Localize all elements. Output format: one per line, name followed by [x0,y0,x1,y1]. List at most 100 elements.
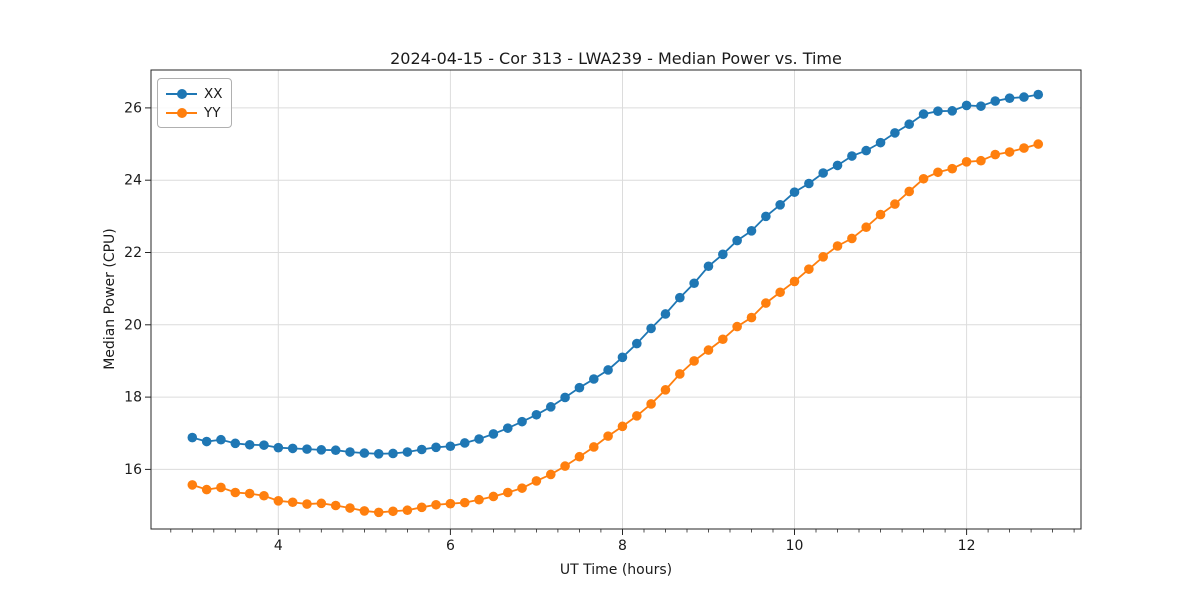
y-tick-label: 22 [124,245,142,261]
series-line-xx [192,93,1039,455]
legend-marker-yy-icon [166,107,197,118]
data-point-xx [976,101,986,111]
data-point-xx [775,200,785,210]
data-point-yy [832,241,843,251]
data-point-yy [474,494,484,505]
data-point-xx [517,416,527,427]
data-point-yy [990,149,1001,160]
data-point-yy [875,209,886,220]
data-point-xx [187,432,198,443]
data-point-yy [416,502,427,513]
data-point-yy [976,155,986,166]
data-point-yy [431,499,441,510]
data-point-yy [488,491,499,502]
data-point-yy [732,321,742,332]
data-point-xx [345,447,355,457]
data-point-yy [775,287,785,298]
data-point-xx [201,436,212,447]
data-point-xx [990,96,1001,106]
data-point-xx [603,365,613,375]
data-point-xx [875,137,886,148]
data-point-yy [388,506,398,517]
legend-label-yy: YY [204,104,221,121]
data-point-yy [890,199,900,209]
data-point-yy [746,312,757,323]
data-point-yy [502,487,513,498]
x-tick-label: 4 [274,538,283,554]
data-point-yy [961,157,972,167]
data-point-yy [861,222,871,233]
data-point-xx [416,444,427,455]
data-point-xx [330,445,341,456]
data-point-xx [502,423,513,433]
data-point-yy [330,500,341,511]
data-point-xx [675,292,685,303]
data-point-yy [675,369,685,379]
data-point-xx [316,445,327,455]
data-point-xx [388,448,398,459]
data-point-xx [545,402,556,412]
data-point-yy [402,505,413,516]
data-point-yy [517,483,527,493]
data-point-xx [818,168,828,178]
x-tick-label: 8 [618,538,627,554]
data-point-yy [201,484,212,495]
x-tick-label: 12 [958,538,976,554]
y-tick-label: 20 [124,317,142,333]
data-point-yy [904,186,914,197]
data-point-xx [589,374,599,384]
data-point-yy [632,411,642,421]
data-point-xx [531,409,542,420]
data-point-xx [918,109,929,119]
x-tick-label: 6 [446,538,455,554]
data-point-xx [789,187,800,197]
data-point-yy [617,421,628,432]
legend-item-yy: YY [166,103,223,122]
y-axis-label: Median Power (CPU) [102,228,118,370]
data-point-xx [961,100,972,111]
data-point-yy [216,482,226,493]
data-point-xx [703,261,714,272]
data-point-xx [904,119,914,130]
data-point-xx [431,442,441,453]
series-line-yy [192,143,1039,514]
data-point-yy [603,431,613,441]
y-tick-label: 18 [124,390,142,406]
data-point-yy [244,488,255,499]
data-point-xx [761,211,771,222]
x-axis-label: UT Time (hours) [559,562,673,578]
data-point-xx [732,235,742,246]
data-point-yy [1019,143,1029,153]
plot-border [150,69,1082,530]
data-point-yy [230,487,241,498]
data-point-xx [459,438,470,448]
data-point-yy [689,356,699,366]
data-point-xx [660,309,671,319]
data-point-yy [373,507,384,518]
data-point-xx [933,106,943,116]
data-point-xx [574,382,585,393]
data-point-xx [216,434,226,445]
data-point-yy [560,461,570,471]
data-point-xx [244,439,255,450]
data-point-yy [531,476,542,486]
data-point-xx [832,160,843,171]
x-tick-label: 10 [786,538,804,554]
data-point-yy [718,334,728,345]
legend-item-xx: XX [166,84,223,103]
data-point-xx [861,145,871,156]
data-point-xx [718,249,728,260]
data-point-yy [646,399,656,409]
data-point-xx [746,226,757,236]
data-point-xx [373,449,384,459]
data-point-yy [316,498,327,509]
data-point-yy [545,469,556,480]
data-point-yy [273,496,284,506]
data-point-yy [302,499,312,509]
data-point-xx [259,440,269,450]
data-point-yy [345,503,355,513]
data-point-yy [1004,147,1015,157]
data-point-xx [1033,89,1044,100]
data-point-xx [359,448,370,458]
